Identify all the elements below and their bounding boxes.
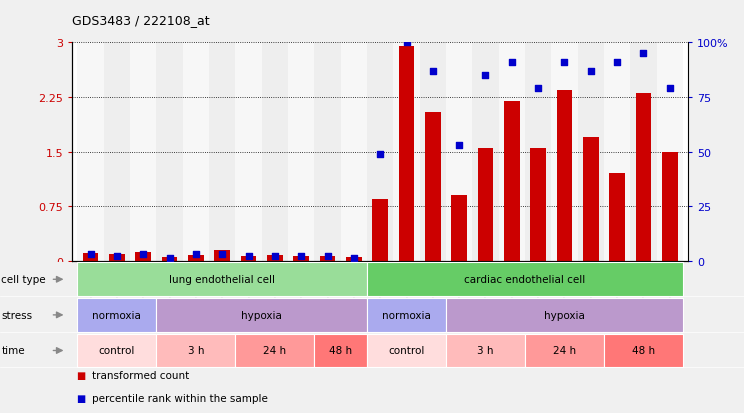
Point xyxy=(559,59,571,66)
Bar xyxy=(635,94,651,261)
Point xyxy=(374,151,386,158)
Bar xyxy=(130,43,156,261)
Bar xyxy=(609,174,625,261)
Text: 24 h: 24 h xyxy=(263,346,286,356)
Bar xyxy=(288,43,315,261)
Text: percentile rank within the sample: percentile rank within the sample xyxy=(92,393,268,403)
Text: normoxia: normoxia xyxy=(92,310,141,320)
Text: 3 h: 3 h xyxy=(477,346,494,356)
Bar xyxy=(135,252,151,261)
Text: normoxia: normoxia xyxy=(382,310,431,320)
Bar xyxy=(367,43,394,261)
Bar xyxy=(399,47,414,261)
Point xyxy=(664,86,676,93)
Text: ■: ■ xyxy=(76,393,85,403)
Bar xyxy=(320,256,336,261)
Text: GDS3483 / 222108_at: GDS3483 / 222108_at xyxy=(72,14,210,27)
Bar xyxy=(103,43,130,261)
Bar xyxy=(662,152,678,261)
Point xyxy=(269,253,280,260)
Point xyxy=(243,253,254,260)
Text: 48 h: 48 h xyxy=(329,346,352,356)
Bar xyxy=(346,257,362,261)
Bar xyxy=(240,256,257,261)
Text: control: control xyxy=(99,346,135,356)
Point xyxy=(348,256,360,262)
Point xyxy=(295,253,307,260)
Bar xyxy=(525,43,551,261)
Bar xyxy=(341,43,367,261)
Bar xyxy=(657,43,683,261)
Bar xyxy=(557,90,572,261)
Point xyxy=(400,40,412,47)
Text: 3 h: 3 h xyxy=(187,346,204,356)
Point xyxy=(190,251,202,258)
Bar xyxy=(183,43,209,261)
Point xyxy=(111,253,123,260)
Bar xyxy=(188,255,204,261)
Point xyxy=(453,142,465,149)
Bar xyxy=(235,43,262,261)
Bar xyxy=(504,102,520,261)
Bar xyxy=(394,43,420,261)
Bar xyxy=(214,251,230,261)
Bar xyxy=(156,43,183,261)
Text: hypoxia: hypoxia xyxy=(241,310,282,320)
Point xyxy=(217,251,228,258)
Text: lung endothelial cell: lung endothelial cell xyxy=(169,275,275,285)
Bar xyxy=(372,199,388,261)
Text: 24 h: 24 h xyxy=(553,346,576,356)
Bar xyxy=(577,43,604,261)
Bar xyxy=(446,43,472,261)
Point xyxy=(506,59,518,66)
Bar xyxy=(583,138,599,261)
Point xyxy=(321,253,333,260)
Point xyxy=(585,69,597,75)
Text: transformed count: transformed count xyxy=(92,370,190,380)
Point xyxy=(638,51,650,57)
Bar xyxy=(77,43,103,261)
Bar xyxy=(293,256,309,261)
Bar xyxy=(315,43,341,261)
Text: hypoxia: hypoxia xyxy=(544,310,585,320)
Bar xyxy=(630,43,657,261)
Bar xyxy=(109,254,125,261)
Text: cardiac endothelial cell: cardiac endothelial cell xyxy=(464,275,586,285)
Text: cell type: cell type xyxy=(1,275,46,285)
Point xyxy=(85,251,97,258)
Bar xyxy=(420,43,446,261)
Bar xyxy=(530,149,546,261)
Bar xyxy=(83,254,98,261)
Text: control: control xyxy=(388,346,425,356)
Bar xyxy=(262,43,288,261)
Bar xyxy=(604,43,630,261)
Bar xyxy=(478,149,493,261)
Text: ■: ■ xyxy=(76,370,85,380)
Point xyxy=(138,251,150,258)
Bar xyxy=(267,255,283,261)
Point xyxy=(164,256,176,262)
Bar xyxy=(551,43,577,261)
Bar xyxy=(161,257,178,261)
Bar xyxy=(472,43,498,261)
Bar xyxy=(209,43,235,261)
Text: time: time xyxy=(1,346,25,356)
Bar xyxy=(425,112,440,261)
Text: 48 h: 48 h xyxy=(632,346,655,356)
Point xyxy=(427,69,439,75)
Bar xyxy=(452,196,467,261)
Bar xyxy=(498,43,525,261)
Text: stress: stress xyxy=(1,310,33,320)
Point xyxy=(611,59,623,66)
Point xyxy=(532,86,544,93)
Point xyxy=(480,73,492,79)
